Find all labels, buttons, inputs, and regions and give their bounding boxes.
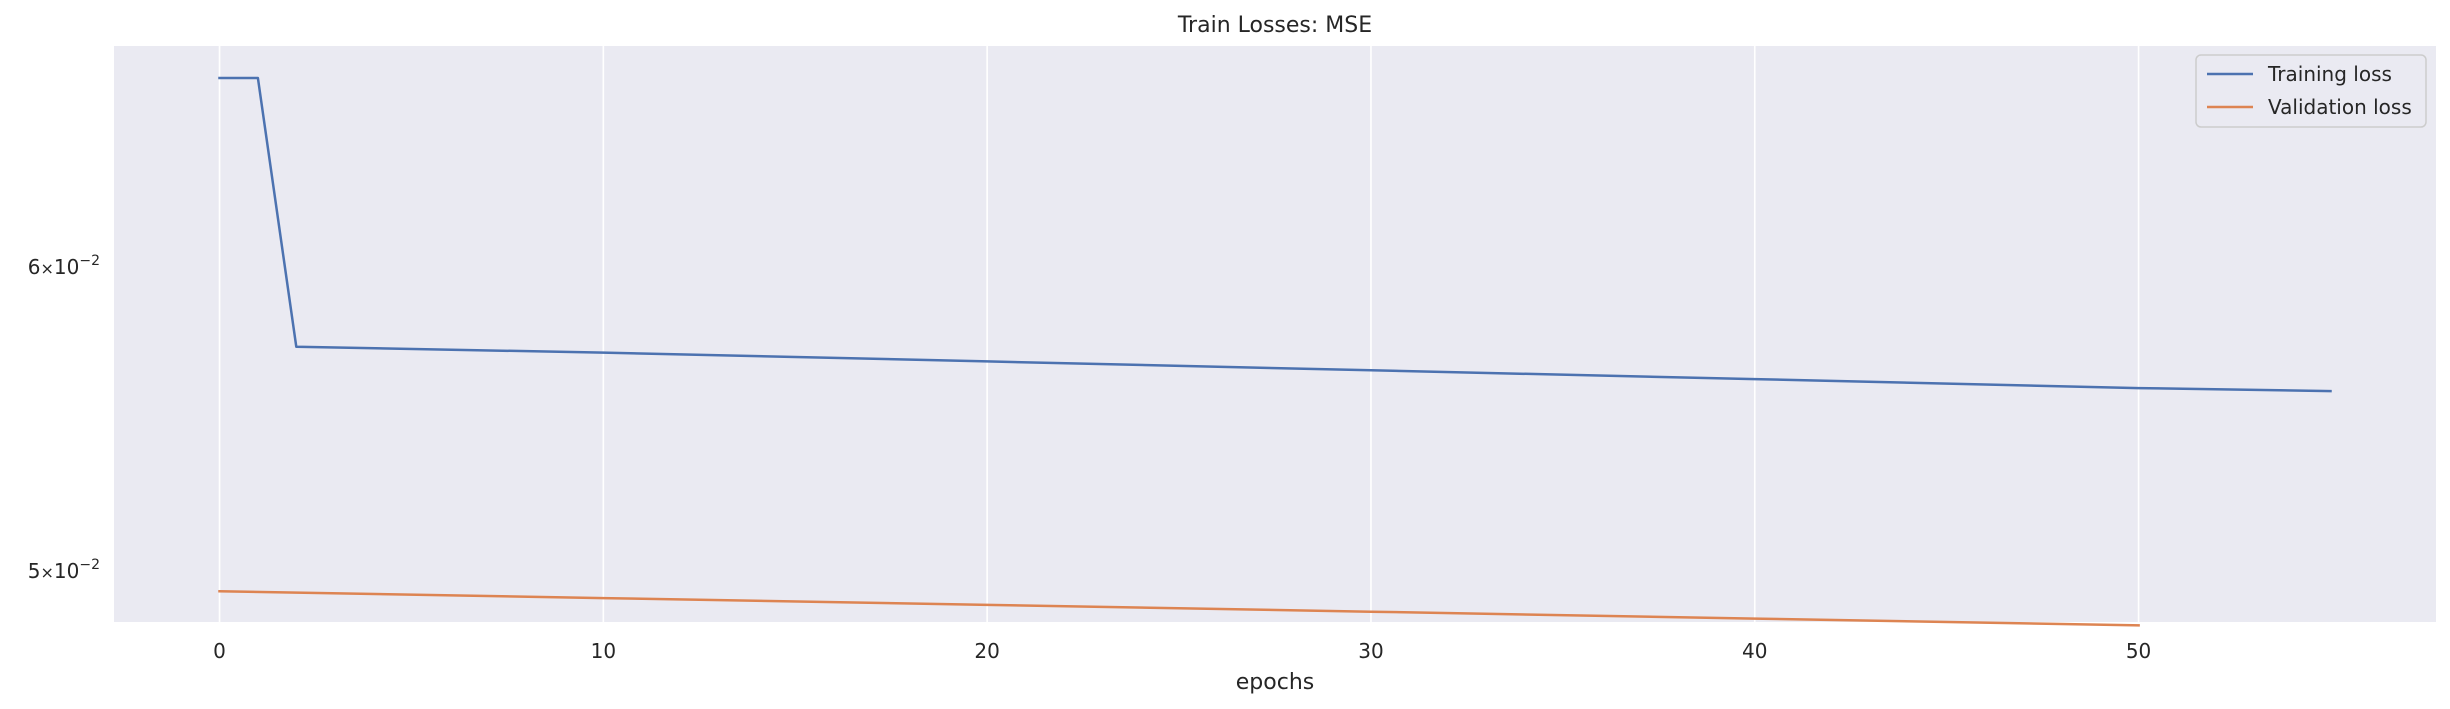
x-axis-label: epochs (1236, 670, 1314, 695)
legend-training-loss-label: Training loss (2267, 62, 2392, 86)
series-line-training-loss (218, 76, 2332, 393)
series-lines (218, 76, 2332, 627)
x-tick-label: 40 (1742, 639, 1767, 663)
legend-frame (2195, 54, 2427, 128)
x-tick-label: 10 (591, 639, 616, 663)
grid-lines (218, 46, 2140, 622)
legend: Training loss Validation loss (2195, 54, 2427, 128)
x-axis-ticks: 0 10 20 30 40 50 (213, 639, 2151, 663)
plot-area (114, 46, 2436, 622)
chart-title: Train Losses: MSE (1177, 13, 1372, 38)
series-line-validation-loss (218, 590, 2140, 627)
x-tick-label: 0 (213, 639, 226, 663)
x-tick-label: 20 (974, 639, 999, 663)
y-tick-label: 6×10−2 (28, 253, 100, 279)
legend-validation-loss-label: Validation loss (2268, 95, 2412, 119)
y-axis-ticks: 6×10−2 5×10−2 (28, 253, 100, 583)
y-tick-label: 5×10−2 (28, 557, 100, 583)
x-tick-label: 50 (2126, 639, 2151, 663)
x-tick-label: 30 (1358, 639, 1383, 663)
